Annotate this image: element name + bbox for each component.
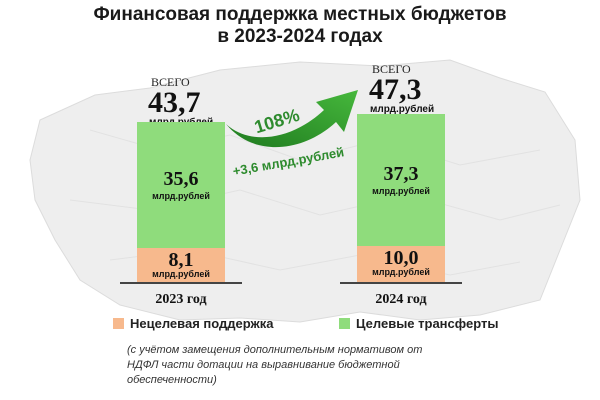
chart-title: Финансовая поддержка местных бюджетов в … [0, 4, 600, 48]
data-label-nontarget-2023: 8,1 [168, 248, 194, 271]
chart-title-line-1: Финансовая поддержка местных бюджетов [93, 4, 507, 25]
total-label-2024: ВСЕГО [372, 62, 411, 76]
legend-item-target: Целевые трансферты [339, 316, 498, 331]
data-label-target-2024: 37,3 [383, 163, 419, 186]
legend-swatch-target [339, 318, 350, 329]
bar-segment-target-2023: 35,6 млрд.рублей [137, 121, 225, 248]
data-unit-nontarget-2024: млрд.рублей [372, 267, 430, 278]
data-unit-target-2023: млрд.рублей [152, 190, 210, 201]
bar-segment-nontarget-2024: 10,0 млрд.рублей [357, 246, 445, 282]
legend-label-target: Целевые трансферты [356, 316, 499, 331]
total-unit-2024: млрд.рублей [370, 104, 435, 115]
bar-segment-nontarget-2023: 8,1 млрд.рублей [137, 247, 225, 282]
total-label-2023: ВСЕГО [151, 75, 190, 89]
footnote: (с учётом замещения дополнительным норма… [127, 344, 423, 386]
legend-item-nontarget: Нецелевая поддержка [113, 316, 273, 331]
data-unit-nontarget-2023: млрд.рублей [152, 268, 210, 279]
bar-segment-target-2024: 37,3 млрд.рублей [357, 114, 445, 247]
chart-title-line-2: в 2023-2024 годах [217, 26, 383, 47]
data-unit-target-2024: млрд.рублей [372, 186, 430, 197]
bar-2023: 35,6 млрд.рублей 8,1 млрд.рублей [137, 121, 225, 282]
total-value-2024: 47,3 [369, 73, 422, 106]
x-tick-2024: 2024 год [375, 292, 427, 307]
legend-swatch-nontarget [113, 318, 124, 329]
total-value-2023: 43,7 [148, 86, 201, 119]
x-tick-2023: 2023 год [155, 292, 207, 307]
data-label-target-2023: 35,6 [163, 167, 199, 190]
legend-label-nontarget: Нецелевая поддержка [130, 316, 274, 331]
axis-line-2024 [340, 282, 462, 284]
bar-2024: 37,3 млрд.рублей 10,0 млрд.рублей [357, 114, 445, 282]
growth-arrow-icon [226, 90, 358, 148]
data-label-nontarget-2024: 10,0 [383, 247, 419, 270]
axis-line-2023 [120, 282, 242, 284]
